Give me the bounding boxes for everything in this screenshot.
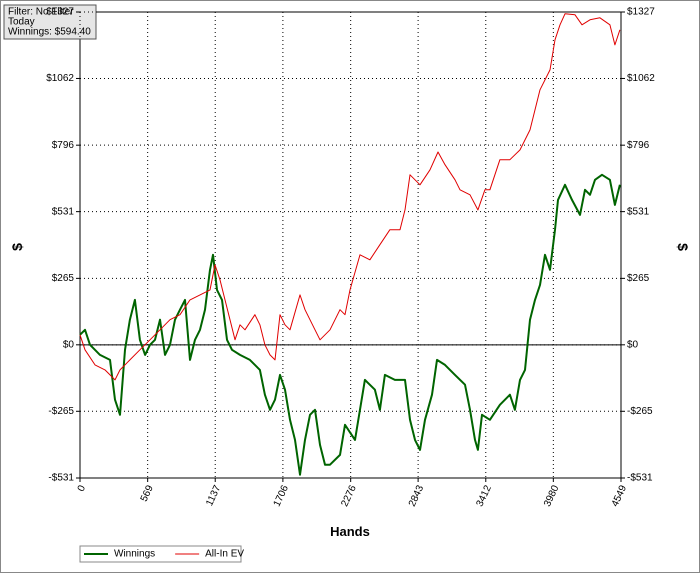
filter-text: Filter: No Filter: [8, 7, 74, 18]
y2-tick-label: -$531: [627, 473, 653, 484]
y-tick-label: -$265: [48, 406, 74, 417]
series-line: [79, 13, 621, 381]
y2-tick-label: $531: [627, 206, 650, 217]
y2-tick-label: $1062: [627, 73, 655, 84]
legend-label: Winnings: [114, 549, 155, 560]
y-tick-label: $0: [63, 339, 75, 350]
y-axis-label: $: [9, 243, 25, 251]
y2-tick-label: $265: [627, 273, 650, 284]
x-tick-label: 0: [76, 483, 89, 493]
y-tick-label: $1327: [46, 7, 74, 18]
y2-axis-label: $: [675, 243, 691, 251]
y2-tick-label: $0: [627, 339, 639, 350]
y2-tick-label: -$265: [627, 406, 653, 417]
y-tick-label: $265: [52, 273, 75, 284]
y-tick-label: $1062: [46, 73, 74, 84]
y-tick-label: $531: [52, 206, 75, 217]
y2-tick-label: $796: [627, 140, 650, 151]
y-tick-label: -$531: [48, 473, 74, 484]
series-line: [79, 173, 621, 476]
filter-text: Winnings: $594.40: [8, 27, 91, 38]
x-axis-label: Hands: [330, 524, 370, 539]
filter-box: [3, 4, 97, 40]
y-tick-label: $796: [52, 140, 75, 151]
filter-text: Today: [8, 17, 35, 28]
legend: [79, 545, 242, 563]
legend-label: All-In EV: [205, 549, 244, 560]
y2-tick-label: $1327: [627, 7, 655, 18]
